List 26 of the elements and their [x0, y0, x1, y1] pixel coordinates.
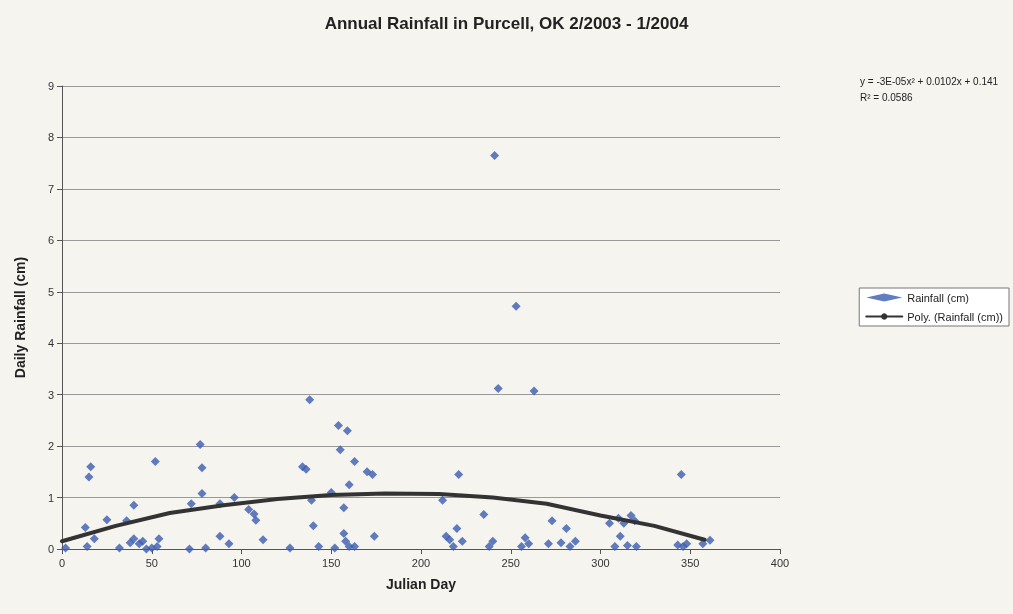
x-axis-title: Julian Day	[385, 576, 457, 592]
x-tick-label: 100	[232, 556, 251, 569]
x-tick-label: 300	[591, 556, 610, 569]
y-tick-label: 8	[47, 131, 54, 144]
x-tick-label: 0	[58, 556, 66, 569]
x-tick-label: 150	[322, 556, 341, 569]
y-tick-label: 6	[47, 234, 54, 247]
x-tick-label: 400	[770, 556, 790, 569]
y-tick-label: 0	[47, 543, 54, 555]
x-tick-label: 250	[501, 556, 520, 569]
x-tick-label: 200	[411, 556, 431, 569]
y-tick-label: 9	[47, 80, 54, 92]
legend-label: Rainfall (cm)	[907, 291, 969, 304]
chart-title: Annual Rainfall in Purcell, OK 2/2003 - 1/2004	[324, 14, 689, 33]
legend-label: Poly. (Rainfall (cm))	[907, 310, 1004, 323]
y-tick-label: 7	[47, 182, 54, 195]
y-tick-label: 1	[47, 491, 54, 504]
y-axis-title: Daily Rainfall (cm)	[12, 256, 28, 379]
x-tick-label: 350	[681, 556, 700, 569]
y-tick-label: 5	[47, 285, 54, 298]
y-tick-label: 3	[47, 388, 54, 401]
text: y = -3E-05x² + 0.0102x + 0.141	[859, 75, 999, 87]
x-tick-label: 50	[145, 556, 158, 569]
y-tick-label: 4	[47, 337, 54, 350]
y-tick-label: 2	[47, 440, 54, 453]
text: R² = 0.0586	[859, 91, 913, 103]
